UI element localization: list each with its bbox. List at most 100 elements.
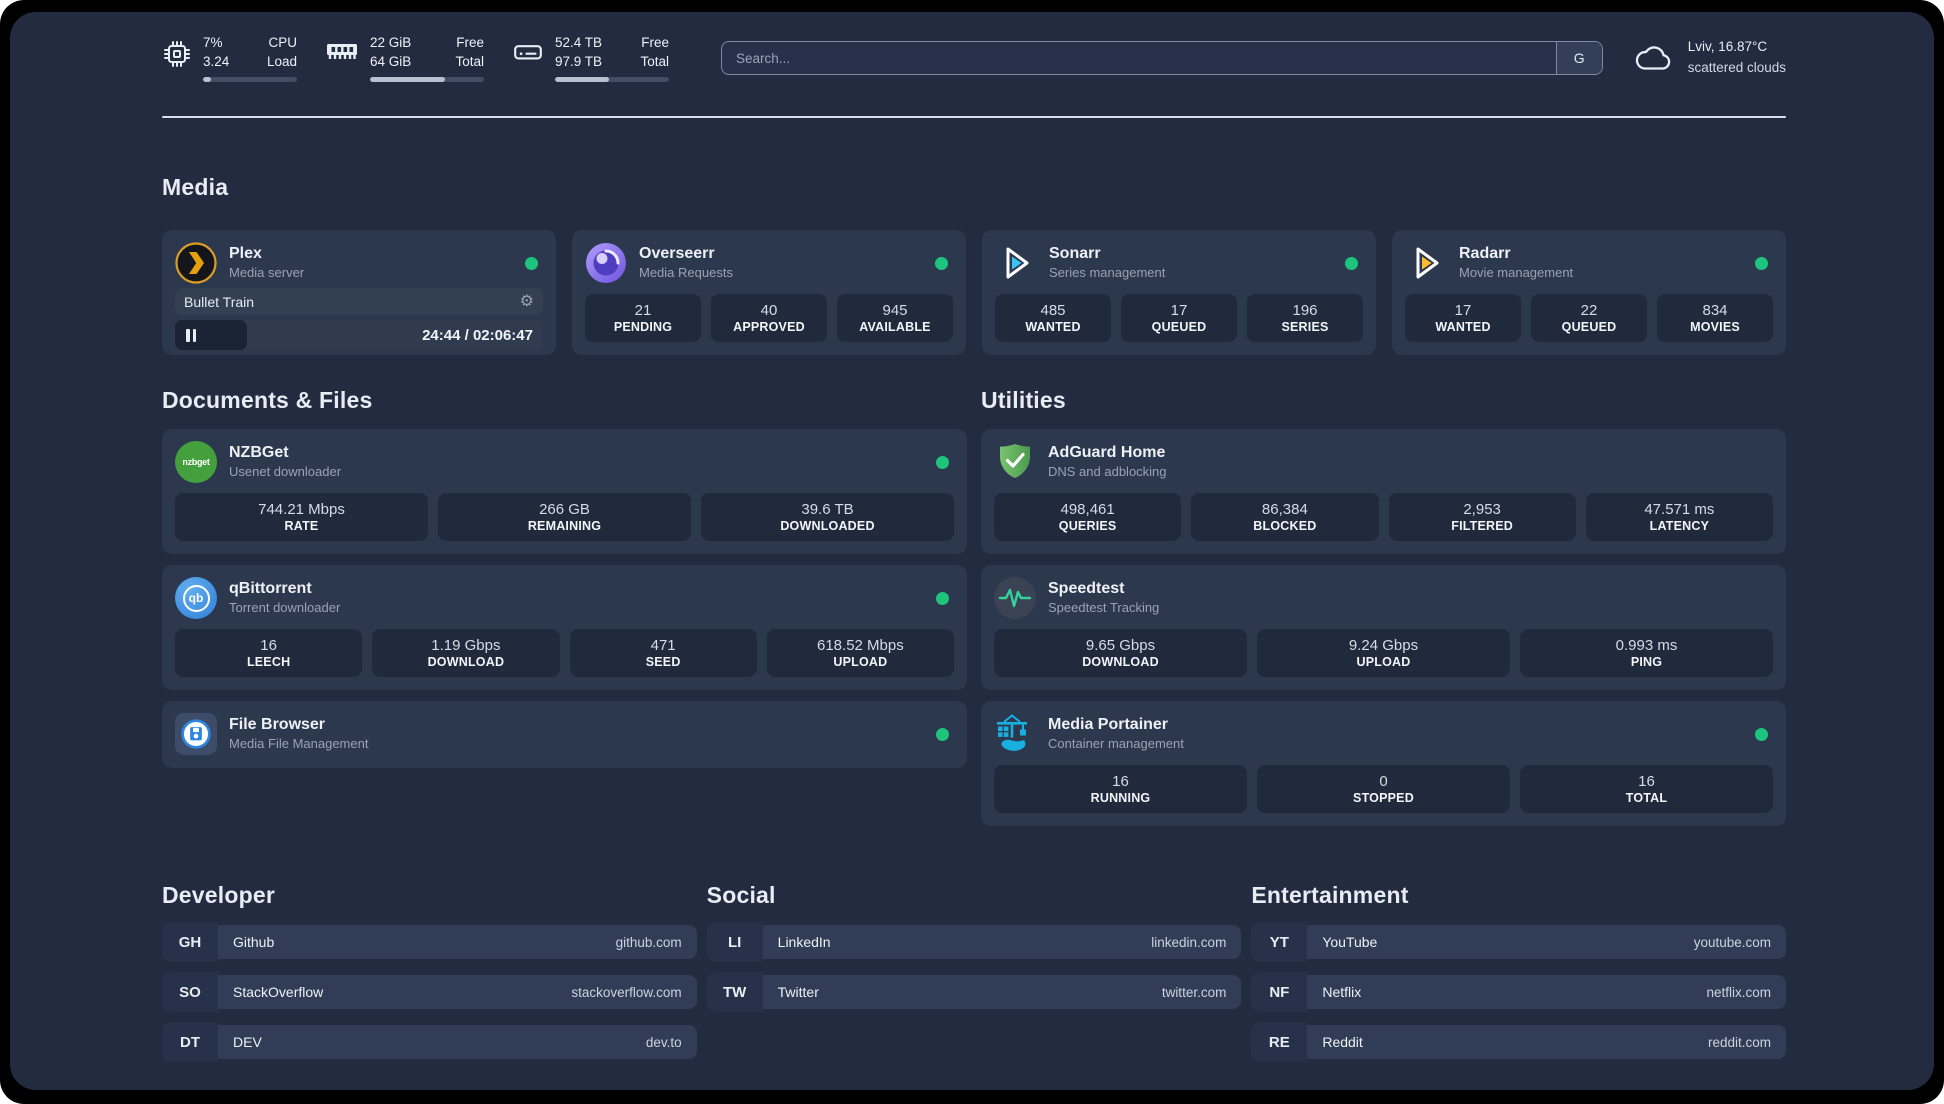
status-dot (936, 591, 949, 605)
weather-widget: Lviv, 16.87°C scattered clouds (1633, 37, 1786, 79)
search-box[interactable]: G (721, 41, 1603, 75)
stat-label: RUNNING (1090, 791, 1151, 806)
stat-tile: 21 PENDING (585, 294, 701, 342)
stat-value: 39.6 TB (801, 500, 854, 518)
status-dot (936, 727, 949, 741)
stat-row: 485 WANTED 17 QUEUED 196 SERIES (995, 294, 1363, 342)
stat-value: 21 (634, 301, 652, 319)
bookmark-dev[interactable]: DT DEV dev.to (162, 1022, 697, 1062)
stat-value: 196 (1292, 301, 1318, 319)
app-card-portainer[interactable]: Media Portainer Container management 16 … (981, 701, 1786, 826)
disk-widget: 52.4 TB 97.9 TB Free Total (512, 34, 669, 83)
card-header: Overseerr Media Requests (585, 241, 953, 285)
memory-progress-bar (370, 77, 484, 83)
ram-icon (327, 43, 357, 59)
app-title: Overseerr (639, 245, 715, 263)
stat-value: 945 (882, 301, 908, 319)
nzbget-icon-text: nzbget (182, 457, 210, 467)
status-dot (525, 256, 538, 270)
stat-value: 0 (1379, 772, 1388, 790)
bookmark-name: LinkedIn (777, 934, 831, 950)
app-card-sonarr[interactable]: Sonarr Series management 485 WANTED 17 Q… (982, 230, 1376, 355)
bookmark-reddit[interactable]: RE Reddit reddit.com (1251, 1022, 1786, 1062)
bookmark-url: linkedin.com (1151, 934, 1227, 950)
search-engine-button[interactable]: G (1555, 42, 1602, 74)
app-subtitle: Container management (1048, 735, 1184, 751)
qbittorrent-icon: qb (175, 577, 217, 619)
app-subtitle: Media server (229, 264, 305, 280)
bookmark-twitter[interactable]: TW Twitter twitter.com (706, 972, 1242, 1012)
now-playing-row: Bullet Train ⚙ (175, 288, 543, 315)
bookmark-netflix[interactable]: NF Netflix netflix.com (1251, 972, 1786, 1012)
stat-tile: 471 SEED (569, 629, 757, 677)
app-title: AdGuard Home (1048, 444, 1166, 462)
stat-label: PING (1630, 655, 1663, 670)
now-playing-title: Bullet Train (184, 293, 255, 310)
header-divider (162, 116, 1786, 118)
stat-label: UPLOAD (833, 655, 888, 670)
stat-label: BLOCKED (1253, 519, 1317, 534)
stat-row: 16 RUNNING 0 STOPPED 16 TOTAL (994, 765, 1773, 813)
stat-value: 17 (1170, 301, 1188, 319)
app-card-filebrowser[interactable]: File Browser Media File Management (162, 701, 967, 768)
app-subtitle: Series management (1049, 264, 1166, 280)
cpu-progress-fill (203, 77, 212, 83)
bookmark-name: Github (233, 934, 275, 950)
card-header: Speedtest Speedtest Tracking (994, 576, 1773, 620)
filebrowser-icon (175, 713, 217, 755)
bookmark-youtube[interactable]: YT YouTube youtube.com (1251, 922, 1786, 962)
bookmark-stackoverflow[interactable]: SO StackOverflow stackoverflow.com (162, 972, 697, 1012)
stat-tile: 17 QUEUED (1121, 294, 1237, 342)
app-card-speedtest[interactable]: Speedtest Speedtest Tracking 9.65 Gbps D… (981, 565, 1786, 690)
stat-value: 16 (1112, 772, 1129, 790)
gear-icon[interactable]: ⚙ (519, 292, 534, 310)
memory-progress-fill (370, 77, 446, 83)
app-card-radarr[interactable]: Radarr Movie management 17 WANTED 22 QUE… (1392, 230, 1786, 355)
stat-tile: 17 WANTED (1405, 294, 1521, 342)
status-dot (1755, 256, 1768, 270)
bookmark-linkedin[interactable]: LI LinkedIn linkedin.com (706, 922, 1242, 962)
app-card-nzbget[interactable]: nzbget NZBGet Usenet downloader 744.21 M… (162, 429, 967, 554)
stat-row: 16 LEECH 1.19 Gbps DOWNLOAD 471 SEED 6 (175, 629, 954, 677)
app-title: Sonarr (1049, 245, 1101, 263)
pause-icon[interactable] (186, 320, 196, 350)
memory-widget: 22 GiB 64 GiB Free Total (325, 34, 484, 83)
stat-label: WANTED (1435, 320, 1491, 335)
bookmark-abbr: SO (162, 972, 218, 1012)
cpu-widget: 7% 3.24 CPU Load (162, 34, 297, 83)
stat-tile: 618.52 Mbps UPLOAD (766, 629, 954, 677)
bookmark-group-social: Social LI LinkedIn linkedin.com TW Twitt… (706, 882, 1242, 1072)
app-card-qbittorrent[interactable]: qb qBittorrent Torrent downloader 16 LEE… (162, 565, 967, 690)
dashboard: 7% 3.24 CPU Load (10, 12, 1934, 1090)
status-dot (1755, 727, 1768, 741)
disk-progress-fill (555, 77, 609, 83)
status-dot (1345, 256, 1358, 270)
card-header: Media Portainer Container management (994, 712, 1773, 756)
memory-total-label: Total (455, 53, 484, 69)
stat-label: AVAILABLE (859, 320, 931, 335)
card-header: AdGuard Home DNS and adblocking (994, 440, 1773, 484)
app-card-overseerr[interactable]: Overseerr Media Requests 21 PENDING 40 A… (572, 230, 966, 355)
search-input[interactable] (722, 42, 1556, 74)
app-card-adguard[interactable]: AdGuard Home DNS and adblocking 498,461 … (981, 429, 1786, 554)
nzbget-icon: nzbget (175, 441, 217, 483)
stat-tile: 2,953 FILTERED (1388, 493, 1576, 541)
card-header: Radarr Movie management (1405, 241, 1773, 285)
app-title: Media Portainer (1048, 716, 1169, 734)
section-title-media: Media (162, 174, 229, 200)
stat-label: FILTERED (1451, 519, 1514, 534)
bookmark-group-developer: Developer GH Github github.com SO StackO… (162, 882, 697, 1072)
adguard-icon (994, 441, 1036, 483)
bookmark-url: netflix.com (1706, 984, 1771, 1000)
bookmark-github[interactable]: GH Github github.com (162, 922, 697, 962)
stat-tile: 0 STOPPED (1257, 765, 1510, 813)
cpu-progress-bar (203, 77, 297, 83)
stat-label: REMAINING (527, 519, 602, 534)
playback-progress-bar[interactable]: 24:44 / 02:06:47 (175, 320, 543, 350)
status-dot (936, 455, 949, 469)
stat-tile: 9.24 Gbps UPLOAD (1257, 629, 1510, 677)
app-card-plex[interactable]: Plex Media server Bullet Train ⚙ 24:44 /… (162, 230, 556, 355)
bookmark-abbr: GH (162, 922, 218, 962)
stat-tile: 47.571 ms LATENCY (1585, 493, 1773, 541)
stat-tile: 0.993 ms PING (1520, 629, 1773, 677)
